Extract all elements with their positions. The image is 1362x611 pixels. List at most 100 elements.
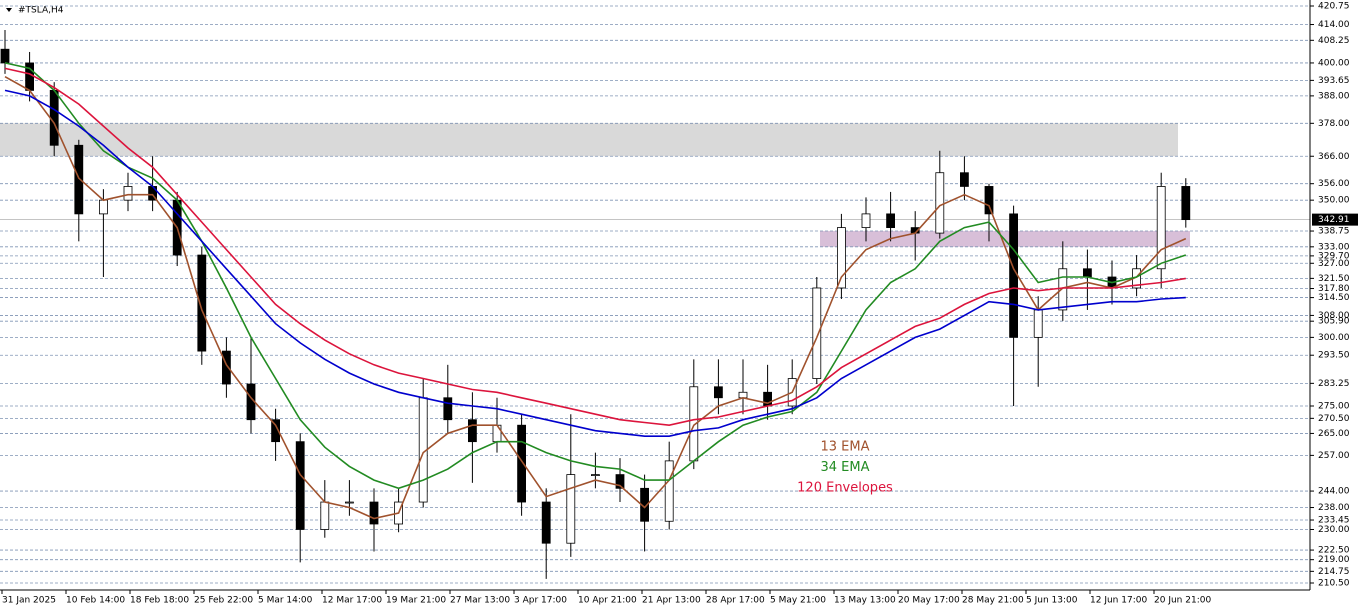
candle-body (812, 287, 822, 379)
y-tick-label: 219.00 (1318, 555, 1350, 565)
x-tick-label: 5 Jun 13:00 (1026, 596, 1078, 606)
y-tick-label: 265.00 (1318, 429, 1350, 439)
y-tick-label: 305.90 (1318, 317, 1350, 327)
candle-body (1083, 268, 1092, 278)
x-tick-label: 18 Feb 18:00 (130, 596, 189, 606)
y-tick-label: 408.25 (1318, 36, 1350, 46)
y-tick-label: 233.45 (1318, 516, 1350, 526)
candle-body (221, 350, 231, 385)
x-tick-label: 20 Jun 21:00 (1154, 596, 1211, 606)
y-tick-label: 333.00 (1318, 242, 1350, 252)
candle-body (935, 172, 945, 234)
candle-body (197, 254, 207, 352)
y-tick-label: 230.00 (1318, 525, 1350, 535)
y-tick-label: 366.00 (1318, 152, 1350, 162)
x-tick-label: 31 Jan 2025 (2, 596, 56, 606)
candle-body (714, 386, 723, 399)
y-tick-label: 238.00 (1318, 503, 1350, 513)
chart-title: #TSLA,H4 (18, 6, 64, 16)
candle-body (271, 419, 281, 443)
y-tick-label: 393.65 (1318, 76, 1350, 86)
y-tick-label: 414.00 (1318, 20, 1350, 30)
y-tick-label: 293.50 (1318, 351, 1350, 361)
y-tick-label: 338.75 (1318, 227, 1350, 237)
y-tick-label: 308.00 (1318, 311, 1350, 321)
candle-body (1156, 186, 1166, 270)
x-tick-label: 5 Mar 14:00 (258, 596, 313, 606)
candle-body (861, 213, 871, 229)
candle-body (1009, 213, 1018, 338)
x-tick-label: 20 May 17:00 (898, 596, 960, 606)
y-tick-label: 214.75 (1318, 567, 1350, 577)
legend-label: 120 Envelopes (797, 481, 893, 496)
y-tick-label: 356.00 (1318, 179, 1350, 189)
candle-body (984, 186, 994, 215)
y-tick-label: 210.50 (1318, 579, 1350, 589)
price-zone (0, 123, 1178, 157)
candle-body (49, 89, 59, 146)
candle-body (566, 474, 576, 544)
indicator-line (4, 67, 1186, 427)
y-tick-label: 420.75 (1318, 2, 1350, 12)
candle-body (541, 501, 551, 544)
candle-body (664, 460, 674, 522)
x-tick-label: 28 May 21:00 (962, 596, 1024, 606)
candle-body (467, 419, 477, 443)
candle-body (295, 441, 305, 530)
candle-body (320, 501, 330, 530)
x-tick-label: 10 Feb 14:00 (66, 596, 125, 606)
candle-body (960, 172, 969, 187)
current-price-box (1312, 213, 1358, 226)
y-tick-label: 329.70 (1318, 251, 1350, 261)
candle-body (99, 199, 108, 215)
y-tick-label: 327.00 (1318, 259, 1350, 269)
x-tick-label: 21 Apr 13:00 (642, 596, 701, 606)
y-tick-label: 400.00 (1318, 58, 1350, 68)
x-tick-label: 12 Mar 17:00 (322, 596, 382, 606)
x-tick-label: 13 May 13:00 (834, 596, 896, 606)
candle-body (443, 397, 453, 421)
x-tick-label: 3 Apr 17:00 (514, 596, 567, 606)
y-tick-label: 275.00 (1318, 401, 1350, 411)
candle-body (738, 391, 748, 399)
y-tick-label: 270.50 (1318, 414, 1350, 424)
candle-body (0, 48, 10, 64)
candle-body (369, 501, 379, 525)
y-tick-label: 222.50 (1318, 546, 1350, 556)
y-tick-label: 300.00 (1318, 333, 1350, 343)
y-tick-label: 321.50 (1318, 274, 1350, 284)
y-tick-label: 257.00 (1318, 451, 1350, 461)
candle-body (886, 213, 895, 229)
indicator-line (4, 76, 1187, 520)
candle-body (1181, 186, 1191, 221)
legend-label: 34 EMA (821, 460, 870, 475)
x-tick-label: 28 Apr 17:00 (706, 596, 765, 606)
candle-body (344, 501, 354, 504)
y-tick-label: 244.00 (1318, 487, 1350, 497)
candle-body (1058, 268, 1068, 311)
x-tick-label: 5 May 21:00 (770, 596, 826, 606)
y-tick-label: 350.00 (1318, 196, 1350, 206)
x-tick-label: 25 Feb 22:00 (194, 596, 253, 606)
x-tick-label: 27 Mar 13:00 (450, 596, 510, 606)
x-tick-label: 12 Jun 17:00 (1090, 596, 1147, 606)
x-tick-label: 19 Mar 21:00 (386, 596, 446, 606)
candle-body (492, 424, 502, 443)
y-tick-label: 317.80 (1318, 284, 1350, 294)
current-price-label: 342.91 (1318, 215, 1350, 225)
candle-body (1033, 309, 1043, 338)
candle-body (837, 227, 846, 289)
y-tick-label: 283.25 (1318, 379, 1350, 389)
legend-label: 13 EMA (821, 440, 870, 455)
candle-body (74, 144, 84, 215)
candle-body (615, 474, 625, 489)
candle-body (517, 424, 526, 503)
y-tick-label: 378.00 (1318, 119, 1350, 129)
x-tick-label: 10 Apr 21:00 (578, 596, 637, 606)
envelope-lower (4, 89, 1186, 437)
menu-icon (6, 8, 12, 12)
candle-body (591, 474, 600, 476)
candle-body (123, 186, 133, 201)
